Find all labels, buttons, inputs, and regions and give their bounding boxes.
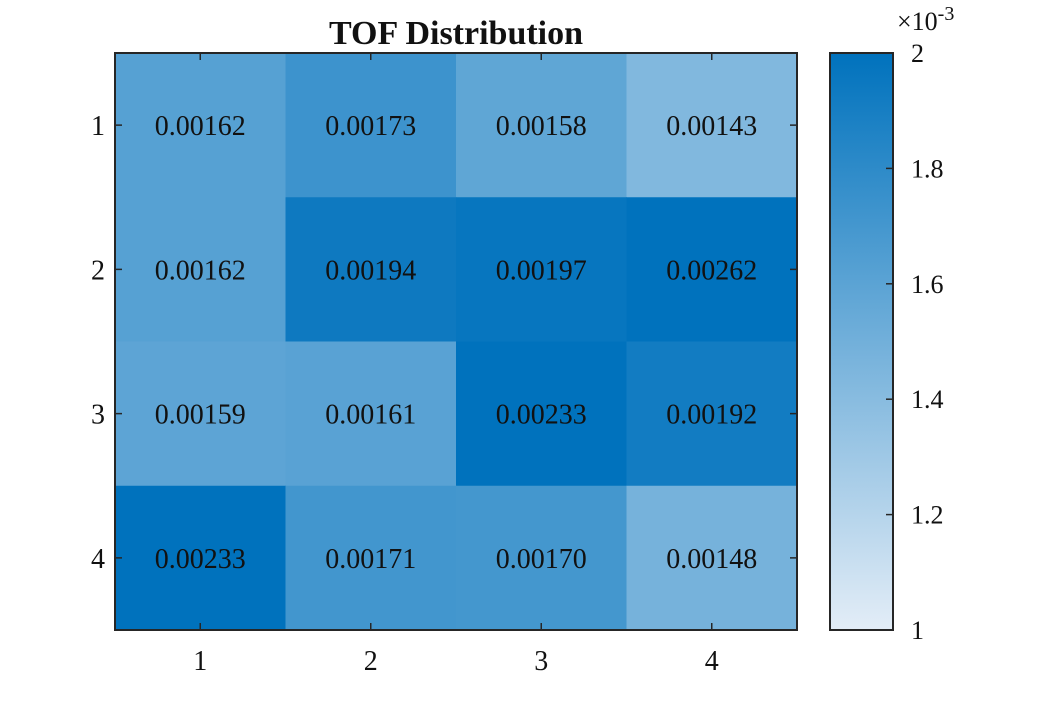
cell-value-label: 0.00197 — [496, 255, 587, 286]
heatmap-cell — [115, 341, 286, 487]
cell-value-label: 0.00194 — [325, 255, 416, 286]
heatmap-cell-labels: 0.00162 0.00173 0.00158 0.00143 0.00162 0.001… — [155, 111, 758, 575]
x-tick-label: 4 — [705, 646, 719, 677]
colorbar-tick-label: 1 — [911, 616, 924, 645]
cell-value-label: 0.00159 — [155, 400, 246, 431]
cell-value-label: 0.00233 — [496, 400, 587, 431]
y-tick-label: 4 — [91, 544, 105, 575]
heatmap-cell — [115, 53, 286, 198]
heatmap-cell — [456, 53, 627, 198]
heatmap-cell — [626, 341, 798, 487]
colorbar-ticks: 1 1.2 1.4 1.6 1.8 2 — [886, 39, 944, 645]
cell-value-label: 0.00148 — [666, 544, 757, 575]
colorbar-tick-label: 1.6 — [911, 270, 944, 299]
heatmap-cells — [115, 53, 798, 631]
x-axis: 1 2 3 4 — [193, 53, 719, 677]
colorbar-exponent-power: -3 — [938, 3, 955, 25]
cell-value-label: 0.00161 — [325, 400, 416, 431]
cell-value-label: 0.00143 — [666, 111, 757, 142]
heatmap-cell — [285, 197, 457, 342]
heatmap-cell — [626, 53, 798, 198]
heatmap-cell — [456, 485, 627, 631]
heatmap-cell — [285, 341, 457, 487]
colorbar-tick-label: 1.2 — [911, 501, 944, 530]
cell-value-label: 0.00233 — [155, 544, 246, 575]
heatmap-cell — [626, 485, 798, 631]
heatmap-cell — [626, 197, 798, 342]
cell-value-label: 0.00162 — [155, 255, 246, 286]
heatmap-cell — [285, 485, 457, 631]
plot-frame — [114, 52, 798, 631]
cell-value-label: 0.00192 — [666, 400, 757, 431]
cell-value-label: 0.00162 — [155, 111, 246, 142]
y-tick-label: 1 — [91, 111, 105, 142]
cell-value-label: 0.00170 — [496, 544, 587, 575]
x-tick-label: 3 — [534, 646, 548, 677]
cell-value-label: 0.00158 — [496, 111, 587, 142]
y-axis: 1 2 3 4 — [91, 111, 797, 575]
colorbar-tick-label: 1.8 — [911, 154, 944, 183]
colorbar-tick-label: 1.4 — [911, 385, 944, 414]
heatmap-cell — [456, 341, 627, 487]
colorbar-tick-label: 2 — [911, 39, 924, 68]
colorbar-exponent-base: ×10 — [897, 7, 938, 36]
cell-value-label: 0.00171 — [325, 544, 416, 575]
cell-value-label: 0.00262 — [666, 255, 757, 286]
colorbar — [829, 52, 894, 631]
x-tick-label: 1 — [193, 646, 207, 677]
x-tick-label: 2 — [364, 646, 378, 677]
chart-title: TOF Distribution — [329, 15, 583, 52]
heatmap-cell — [456, 197, 627, 342]
heatmap-cell — [285, 53, 457, 198]
y-tick-label: 2 — [91, 255, 105, 286]
cell-value-label: 0.00173 — [325, 111, 416, 142]
heatmap-cell — [115, 197, 286, 342]
y-tick-label: 3 — [91, 400, 105, 431]
colorbar-exponent: ×10-3 — [897, 3, 954, 36]
heatmap-cell — [115, 485, 286, 631]
